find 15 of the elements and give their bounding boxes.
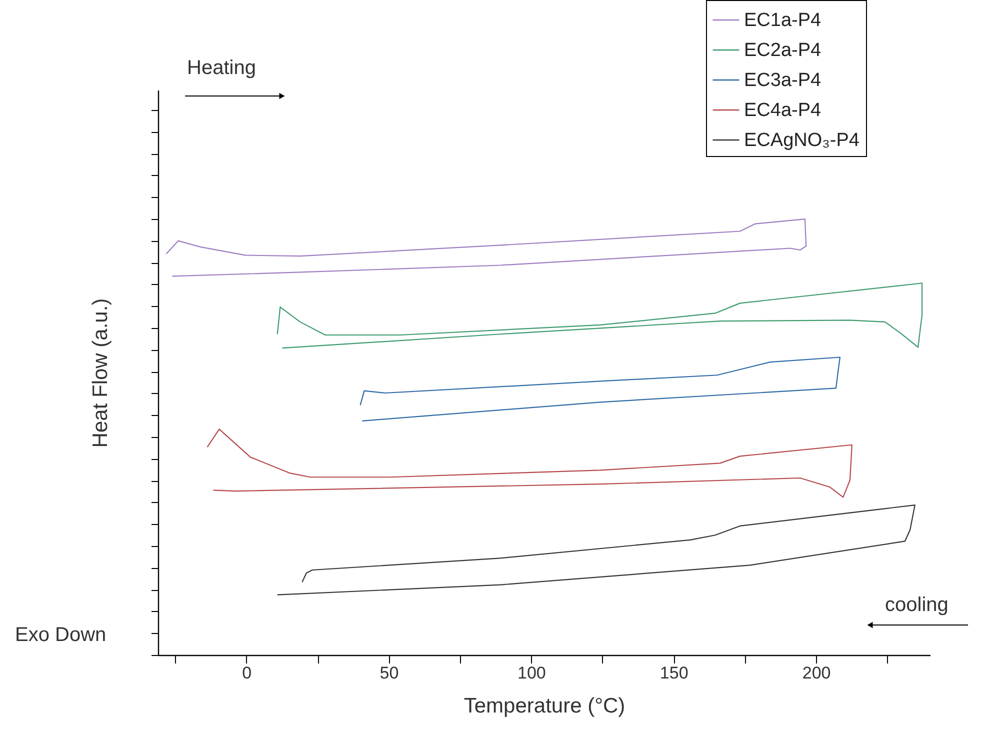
- legend-label: EC4a-P4: [744, 100, 822, 121]
- x-tick-label: 200: [802, 664, 831, 682]
- x-tick-label: 150: [660, 664, 688, 682]
- legend-label: EC3a-P4: [744, 70, 822, 91]
- annotation: cooling: [885, 594, 948, 616]
- x-tick-label: 100: [517, 664, 546, 682]
- y-axis-title: Heat Flow (a.u.): [89, 298, 112, 448]
- legend-label: ECAgNO₃-P4: [744, 130, 860, 151]
- x-tick-label: 0: [242, 664, 252, 682]
- text: Heating: [187, 57, 256, 79]
- text: Exo Down: [15, 624, 106, 646]
- x-tick-label: 50: [380, 664, 399, 682]
- legend-label: EC1a-P4: [744, 10, 822, 31]
- legend-label: EC2a-P4: [744, 40, 822, 61]
- x-axis-title: Temperature (°C): [464, 694, 626, 718]
